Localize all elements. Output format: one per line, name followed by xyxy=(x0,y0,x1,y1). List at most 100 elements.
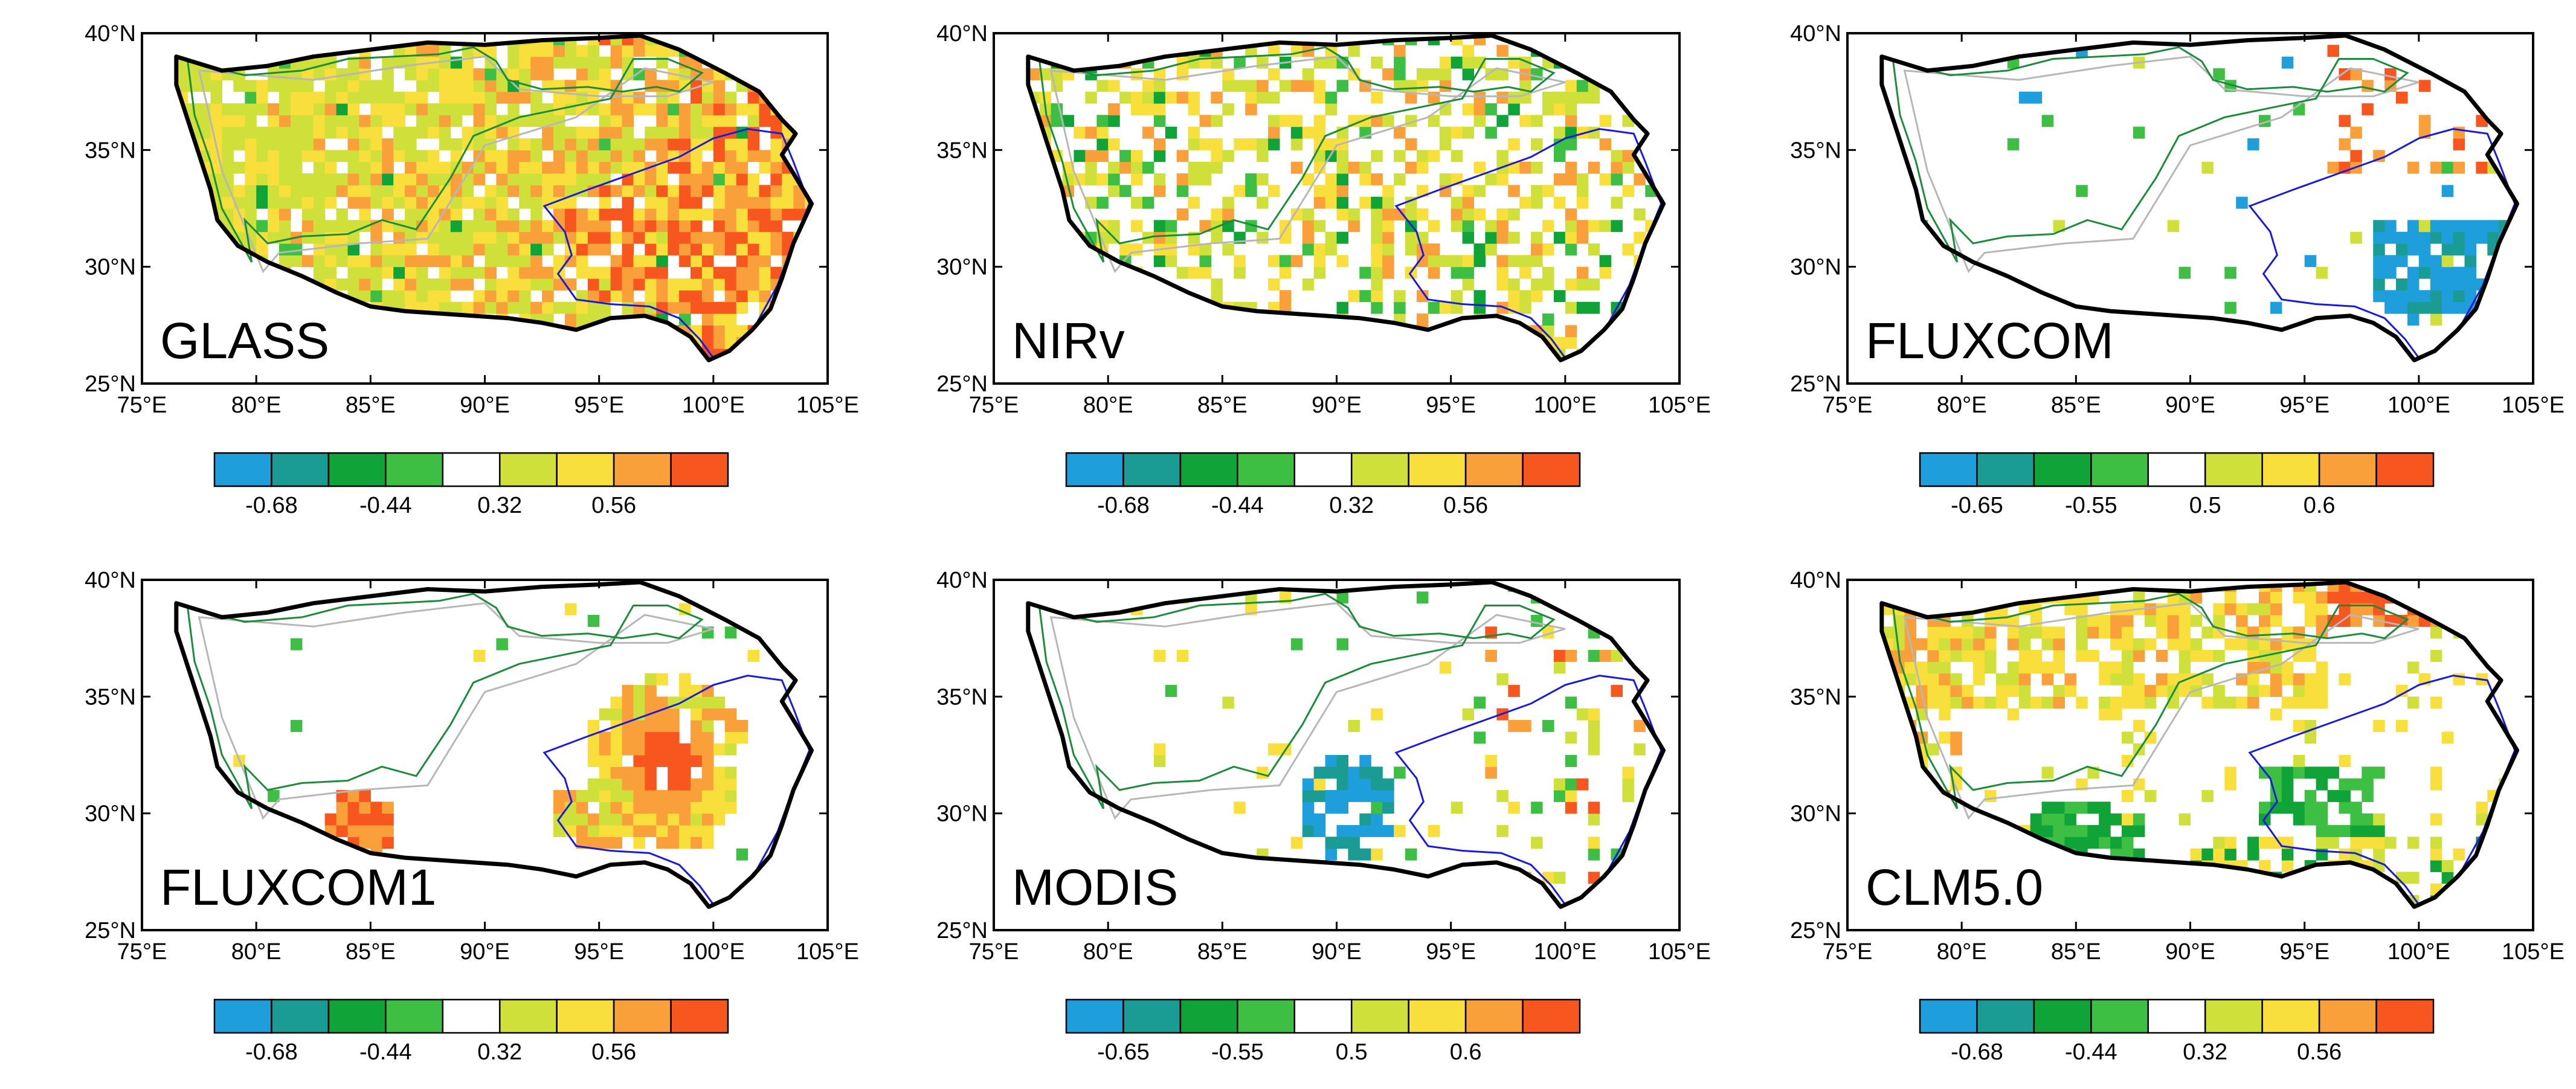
grid-cell xyxy=(2373,266,2385,279)
grid-cell xyxy=(1485,231,1497,244)
grid-cell xyxy=(2270,766,2282,779)
grid-cell xyxy=(1199,336,1211,349)
grid-cell xyxy=(2213,685,2225,697)
grid-cell xyxy=(313,68,326,80)
grid-cell xyxy=(1462,196,1475,209)
grid-cell xyxy=(347,138,359,150)
grid-cell xyxy=(805,360,817,372)
grid-cell xyxy=(542,278,554,291)
grid-cell xyxy=(519,150,531,162)
grid-cell xyxy=(2087,825,2099,837)
grid-cell xyxy=(473,80,486,92)
grid-cell xyxy=(645,173,657,185)
grid-cell xyxy=(507,173,520,185)
grid-cell xyxy=(176,231,188,244)
grid-cell xyxy=(610,731,623,744)
grid-cell xyxy=(347,115,359,127)
grid-cell xyxy=(2053,872,2065,884)
grid-cell xyxy=(2133,720,2145,732)
grid-cell xyxy=(679,103,691,115)
grid-cell xyxy=(496,231,508,244)
grid-cell xyxy=(2041,626,2054,639)
grid-cell xyxy=(2510,68,2517,80)
grid-cell xyxy=(701,255,714,268)
grid-cell xyxy=(2487,278,2499,291)
grid-cell xyxy=(2053,883,2065,896)
grid-cell xyxy=(2350,825,2362,837)
grid-cell xyxy=(370,837,382,849)
grid-cell xyxy=(313,115,326,127)
grid-cell xyxy=(542,290,554,303)
grid-cell xyxy=(313,266,326,279)
grid-cell xyxy=(713,196,726,209)
grid-cell xyxy=(405,150,417,162)
grid-cell xyxy=(587,790,600,802)
grid-cell xyxy=(691,255,703,268)
grid-cell xyxy=(1634,290,1646,303)
grid-cell xyxy=(805,243,812,255)
grid-cell xyxy=(759,208,771,220)
grid-cell xyxy=(599,126,611,139)
grid-cell xyxy=(313,35,326,45)
grid-cell xyxy=(2407,696,2420,709)
grid-cell xyxy=(1188,91,1200,104)
colorbar-swatch xyxy=(1237,452,1296,487)
grid-cell xyxy=(496,360,508,372)
grid-cell xyxy=(290,720,303,732)
grid-cell xyxy=(713,173,726,185)
grid-cell xyxy=(1371,266,1383,279)
plateau-outline xyxy=(1879,33,2519,362)
grid-cell xyxy=(233,35,245,45)
grid-cell xyxy=(1881,731,1894,744)
grid-cell xyxy=(2064,813,2076,826)
grid-cell xyxy=(256,185,268,198)
grid-cell xyxy=(2041,582,2054,592)
grid-cell xyxy=(2122,825,2134,837)
grid-cell xyxy=(1927,591,1939,604)
grid-cell xyxy=(1985,638,1997,651)
grid-cell xyxy=(782,313,794,326)
grid-cell xyxy=(2144,685,2157,697)
lon-tick-label: 90°E xyxy=(2165,393,2215,418)
grid-cell xyxy=(1668,591,1680,603)
grid-cell xyxy=(301,150,314,162)
grid-cell xyxy=(176,266,188,279)
grid-cell xyxy=(1645,103,1657,115)
grid-cell xyxy=(622,301,634,314)
grid-cell xyxy=(1257,196,1269,209)
grid-cell xyxy=(1916,801,1928,814)
grid-cell xyxy=(187,208,200,220)
grid-cell xyxy=(370,360,382,372)
grid-cell xyxy=(507,255,520,268)
grid-cell xyxy=(2499,290,2511,303)
grid-cell xyxy=(2464,266,2476,279)
grid-cell xyxy=(1588,220,1600,233)
grid-cell xyxy=(519,115,531,127)
grid-cell xyxy=(2339,825,2351,837)
lon-tick-label: 105°E xyxy=(1648,393,1711,418)
grid-cell xyxy=(724,778,737,791)
grid-cell xyxy=(507,208,520,220)
colorbar-swatch xyxy=(327,452,387,487)
grid-cell xyxy=(268,45,280,57)
grid-cell xyxy=(2441,603,2454,615)
grid-cell xyxy=(1153,115,1166,127)
grid-cell xyxy=(2316,778,2328,791)
grid-cell xyxy=(1473,696,1486,709)
grid-cell xyxy=(2304,790,2317,802)
grid-cell xyxy=(245,196,257,209)
grid-cell xyxy=(1290,138,1303,150)
grid-cell xyxy=(1325,360,1338,372)
grid-cell xyxy=(805,161,812,174)
green-region-outline xyxy=(186,46,704,263)
grid-cell xyxy=(1176,650,1189,662)
grid-cell xyxy=(1028,185,1029,198)
grid-cell xyxy=(1939,278,1951,291)
grid-cell xyxy=(336,255,349,268)
grid-cell xyxy=(347,91,359,104)
grid-cell xyxy=(2224,591,2236,604)
grid-cell xyxy=(268,103,280,115)
grid-cell xyxy=(1985,696,1997,709)
grid-cell xyxy=(656,325,668,338)
grid-cell xyxy=(1211,161,1223,174)
